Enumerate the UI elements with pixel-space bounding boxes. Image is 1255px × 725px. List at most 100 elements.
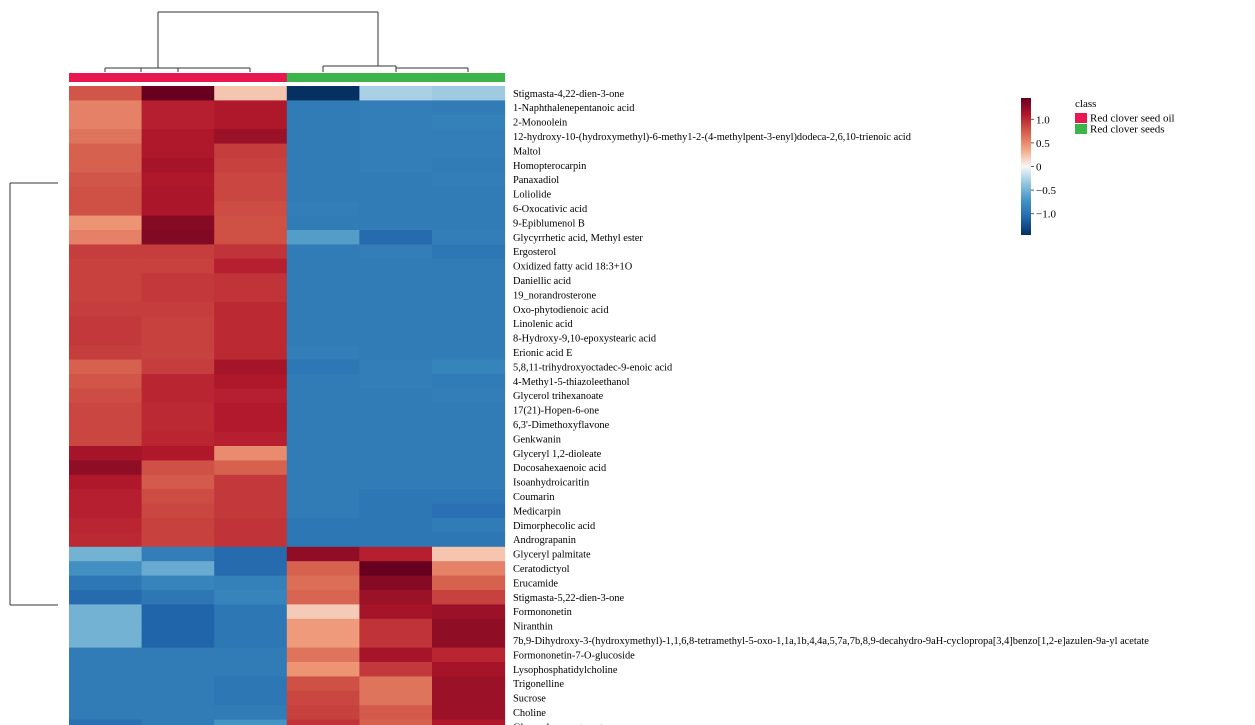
heatmap-cell [69, 158, 143, 173]
heatmap-cell [359, 446, 433, 461]
heatmap-cell [69, 330, 143, 346]
heatmap-cell [214, 662, 288, 677]
heatmap-cell [432, 100, 506, 116]
column-dendrogram-branch [157, 11, 379, 68]
heatmap-cell [432, 647, 506, 663]
class-annotation-bar [69, 73, 506, 82]
heatmap-cell [286, 143, 360, 159]
heatmap-cell [214, 460, 288, 476]
heatmap-cell [214, 201, 288, 217]
heatmap-cells [69, 86, 506, 725]
heatmap-cell [432, 431, 506, 447]
heatmap-cell [286, 273, 360, 289]
colorbar-tick-label: 0 [1036, 162, 1042, 174]
heatmap-cell [214, 575, 288, 591]
heatmap-cell [69, 431, 143, 447]
heatmap-cell [141, 302, 215, 317]
row-label: Maltol [513, 146, 541, 157]
heatmap-cell [69, 359, 143, 375]
row-label: 6-Oxocativic acid [513, 204, 588, 215]
heatmap-cell [69, 186, 143, 202]
heatmap-cell [69, 489, 143, 505]
heatmap-cell [359, 230, 433, 245]
row-label: Choline [513, 708, 546, 719]
heatmap-cell [286, 330, 360, 346]
heatmap-cell [214, 230, 288, 245]
heatmap-cell [214, 546, 288, 562]
heatmap-cell [141, 143, 215, 159]
row-label: Lysophosphatidylcholine [513, 665, 618, 676]
heatmap-cell [432, 719, 506, 725]
heatmap-cell [69, 676, 143, 692]
heatmap-cell [141, 561, 215, 577]
heatmap-cell [69, 446, 143, 461]
heatmap-cell [432, 546, 506, 562]
heatmap-cell [69, 690, 143, 706]
heatmap-cell [141, 604, 215, 620]
heatmap-cell [69, 474, 143, 490]
heatmap-cell [359, 143, 433, 159]
heatmap-cell [359, 489, 433, 505]
row-label: 12-hydroxy-10-(hydroxymethyl)-6-methy1-2… [513, 132, 912, 143]
heatmap-cell [214, 273, 288, 289]
heatmap-cell [214, 186, 288, 202]
heatmap-cell [359, 662, 433, 677]
heatmap-cell [359, 575, 433, 591]
heatmap-cell [359, 402, 433, 418]
heatmap-cell [214, 143, 288, 159]
heatmap-cell [359, 359, 433, 375]
heatmap-cell [286, 100, 360, 116]
heatmap-cell [286, 633, 360, 649]
heatmap-cell [286, 546, 360, 562]
heatmap-cell [141, 345, 215, 361]
heatmap-cell [359, 186, 433, 202]
row-label: 19_norandrosterone [513, 290, 596, 301]
heatmap-cell [141, 244, 215, 260]
heatmap-cell [69, 561, 143, 577]
row-label: Medicarpin [513, 506, 562, 517]
heatmap-cell [359, 719, 433, 725]
heatmap-cell [141, 201, 215, 217]
colorbar-tick-label: 0.5 [1036, 138, 1050, 150]
class-legend-title: class [1075, 98, 1096, 110]
heatmap-cell [359, 647, 433, 663]
row-label: Stigmasta-4,22-dien-3-one [513, 89, 624, 100]
heatmap-cell [359, 330, 433, 346]
heatmap-cell [69, 100, 143, 116]
heatmap-cell [214, 518, 288, 533]
heatmap-cell [69, 244, 143, 260]
class-bar-cell [69, 73, 143, 82]
heatmap-cell [359, 417, 433, 433]
heatmap-cell [432, 446, 506, 461]
row-label: Erionic acid E [513, 348, 572, 359]
heatmap-cell [69, 518, 143, 533]
heatmap-cell [69, 402, 143, 418]
heatmap-cell [141, 518, 215, 533]
heatmap-cell [432, 374, 506, 389]
heatmap-cell [432, 633, 506, 649]
heatmap-cell [141, 114, 215, 130]
heatmap-cell [141, 647, 215, 663]
heatmap-cell [286, 532, 360, 548]
row-label: Oxidized fatty acid 18:3+1O [513, 262, 633, 273]
heatmap-cell [214, 532, 288, 548]
row-label: Glyceryl monostearate [513, 722, 608, 725]
heatmap-cell [432, 618, 506, 634]
row-label: Homopterocarpin [513, 161, 587, 172]
heatmap-cell [359, 129, 433, 145]
class-bar-cell [214, 73, 288, 82]
heatmap-cell [141, 388, 215, 404]
heatmap-cell [141, 633, 215, 649]
heatmap-cell [69, 618, 143, 634]
heatmap-cell [432, 172, 506, 188]
heatmap-cell [359, 244, 433, 260]
heatmap-cell [432, 561, 506, 577]
heatmap-cell [286, 316, 360, 332]
heatmap-cell [141, 460, 215, 476]
heatmap-cell [359, 633, 433, 649]
heatmap-cell [141, 316, 215, 332]
heatmap-cell [69, 460, 143, 476]
class-legend-swatch [1075, 113, 1087, 123]
heatmap-cell [359, 618, 433, 634]
heatmap-cell [69, 215, 143, 231]
